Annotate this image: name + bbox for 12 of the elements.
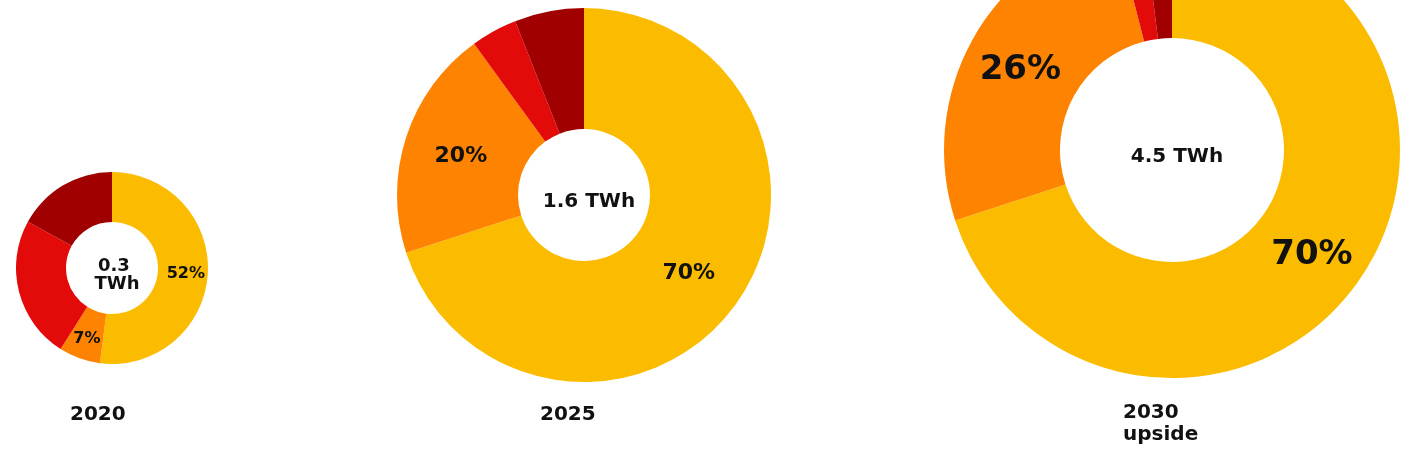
data-label: 7%	[73, 328, 101, 348]
text: 0.3 TWh	[94, 253, 140, 293]
data-label: 20%	[434, 142, 488, 168]
text: 4.5 TWh	[1130, 143, 1224, 167]
data-label: 70%	[1271, 231, 1353, 272]
data-label: 52%	[166, 263, 205, 283]
text: 2020	[70, 401, 126, 425]
data-label: 70%	[662, 258, 716, 284]
text: 2030 upside	[1123, 399, 1199, 445]
text: 1.6 TWh	[542, 188, 636, 212]
data-label: 26%	[979, 46, 1062, 87]
text: 2025	[540, 401, 596, 425]
